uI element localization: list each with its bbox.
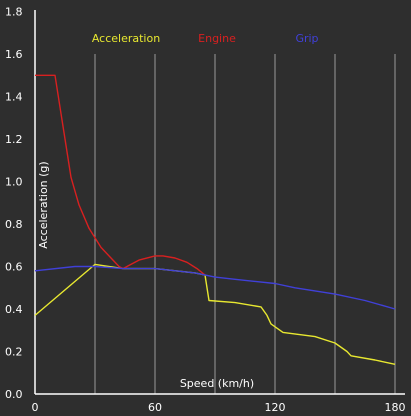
y-tick-label: 1.2 <box>5 133 23 146</box>
y-tick-label: 1.6 <box>5 48 23 61</box>
x-tick-label: 120 <box>265 401 286 414</box>
legend: Acceleration Engine Grip <box>92 32 319 45</box>
legend-item-engine: Engine <box>198 32 236 45</box>
x-tick-label: 0 <box>32 401 39 414</box>
y-tick-label: 0.6 <box>5 261 23 274</box>
y-tick-label: 1.4 <box>5 91 23 104</box>
legend-item-acceleration: Acceleration <box>92 32 160 45</box>
y-tick-label: 0.4 <box>5 303 23 316</box>
y-tick-label: 1.8 <box>5 6 23 19</box>
y-tick-label: 0.2 <box>5 346 23 359</box>
label-layer: 0.0 0.2 0.4 0.6 0.8 1.0 1.2 1.4 1.6 1.8 0 60 120 180 S… <box>5 6 406 415</box>
y-tick-label: 0.0 <box>5 388 23 401</box>
y-tick-label: 0.8 <box>5 218 23 231</box>
y-axis-title: Acceleration (g) <box>37 161 50 248</box>
x-axis-title: Speed (km/h) <box>180 377 254 390</box>
grid-layer <box>94 54 396 394</box>
x-tick-label: 180 <box>385 401 406 414</box>
series-line-grip <box>34 265 396 310</box>
series-line-engine <box>35 74 206 276</box>
axis-layer <box>34 10 405 395</box>
legend-item-grip: Grip <box>295 32 318 45</box>
x-tick-label: 60 <box>148 401 162 414</box>
series-layer <box>34 74 396 365</box>
y-tick-label: 1.0 <box>5 176 23 189</box>
